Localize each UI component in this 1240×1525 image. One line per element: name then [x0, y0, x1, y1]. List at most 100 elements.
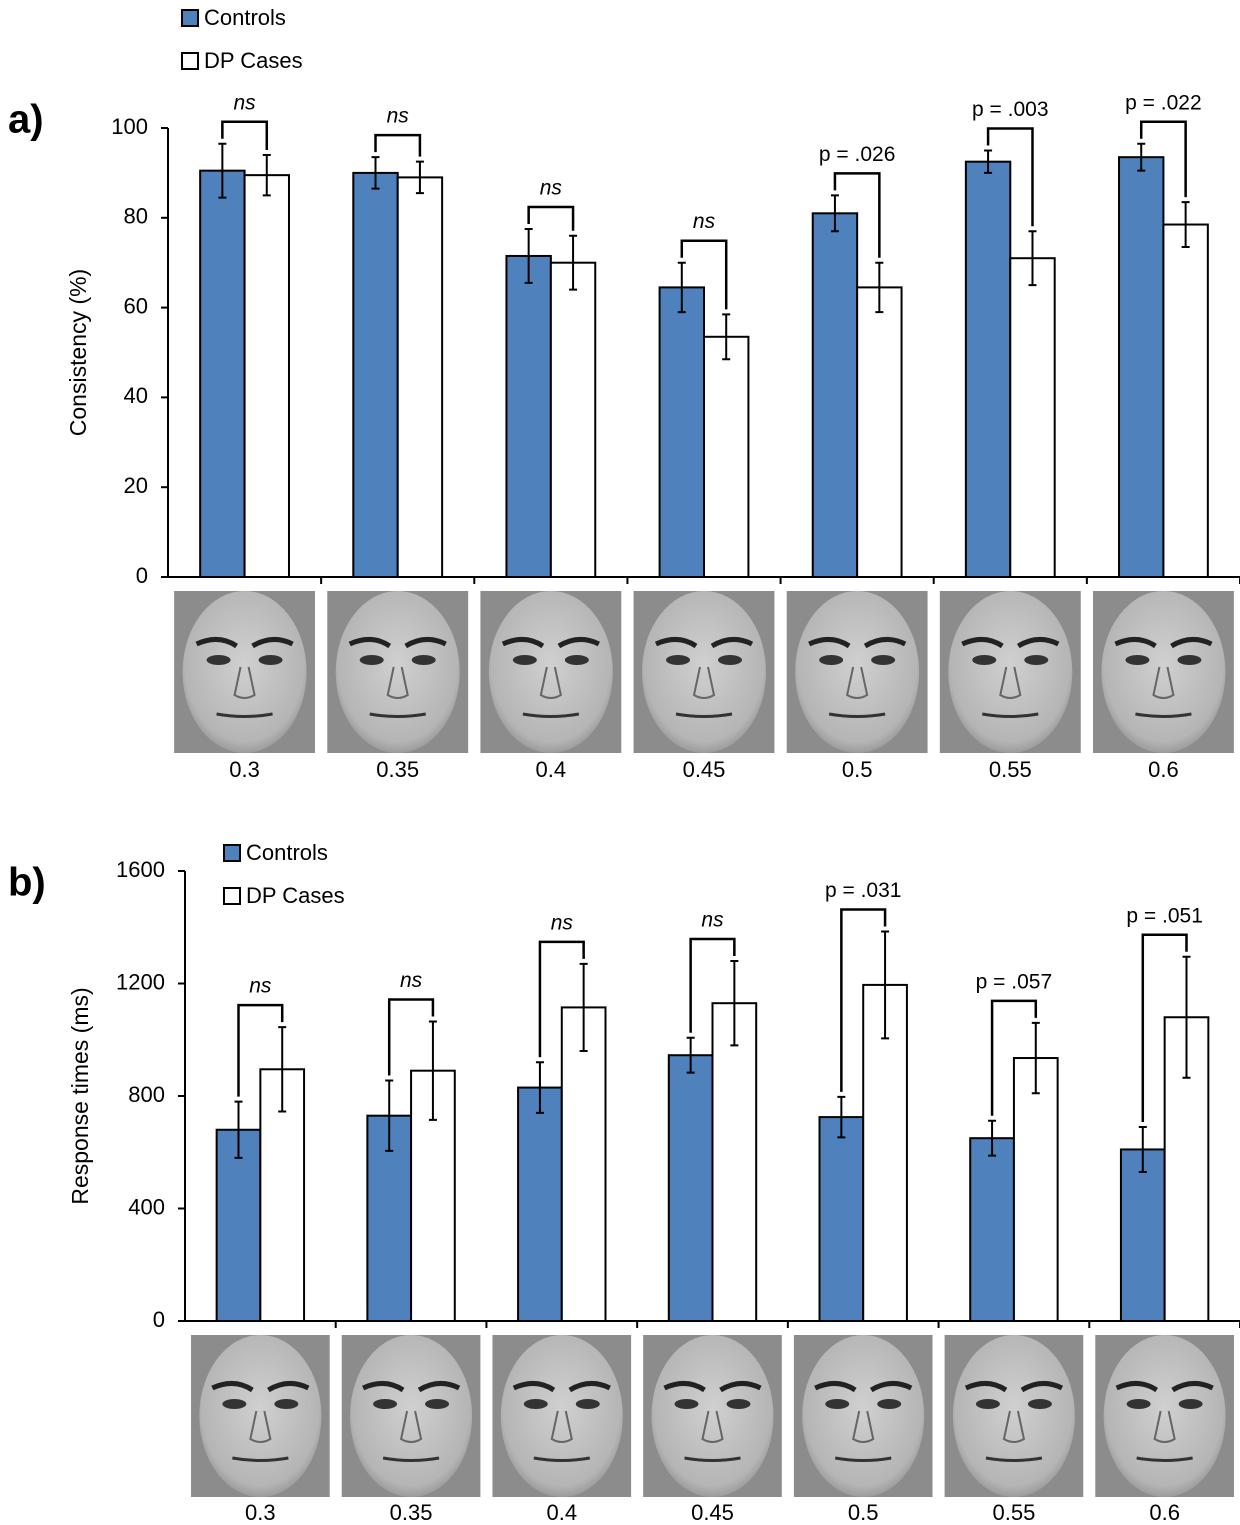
- significance-label: p = .051: [1126, 904, 1202, 927]
- y-tick-label: 40: [124, 383, 148, 408]
- significance-label: ns: [693, 210, 716, 233]
- face-eye: [1024, 655, 1048, 665]
- significance-label: p = .026: [819, 143, 895, 166]
- bar: [200, 171, 244, 577]
- face-image: [945, 1335, 1084, 1497]
- x-tick-label: 0.6: [1149, 1500, 1180, 1525]
- bar: [660, 287, 704, 577]
- legend-swatch: [182, 53, 198, 69]
- legend-swatch: [224, 845, 240, 861]
- panel-label: a): [8, 98, 44, 142]
- face-eye: [360, 655, 384, 665]
- bar: [669, 1055, 713, 1321]
- significance-label: ns: [701, 909, 724, 932]
- face-oval: [336, 591, 460, 753]
- face-oval: [802, 1335, 924, 1497]
- bar: [704, 337, 748, 577]
- face-image: [1093, 591, 1234, 753]
- significance-label: p = .022: [1125, 91, 1201, 114]
- y-tick-label: 1200: [116, 969, 165, 994]
- face-image: [492, 1335, 631, 1497]
- significance-label: ns: [249, 975, 272, 998]
- face-eye: [565, 655, 589, 665]
- face-eye: [976, 1399, 1000, 1409]
- y-tick-label: 60: [124, 293, 148, 318]
- face-eye: [412, 655, 436, 665]
- bar: [1010, 258, 1054, 577]
- y-tick-label: 80: [124, 204, 148, 229]
- face-image: [643, 1335, 782, 1497]
- bar: [1014, 1058, 1058, 1321]
- significance-label: p = .003: [972, 98, 1048, 121]
- bar: [353, 173, 397, 577]
- legend-swatch: [224, 888, 240, 904]
- face-eye: [972, 655, 996, 665]
- face-eye: [666, 655, 690, 665]
- face-eye: [675, 1399, 699, 1409]
- face-eye: [207, 655, 231, 665]
- bar: [820, 1117, 864, 1321]
- bar: [970, 1138, 1014, 1321]
- face-eye: [819, 655, 843, 665]
- face-eye: [871, 655, 895, 665]
- significance-bracket: [529, 207, 573, 231]
- face-oval: [183, 591, 307, 753]
- face-eye: [1125, 655, 1149, 665]
- face-eye: [425, 1399, 449, 1409]
- face-oval: [1101, 591, 1225, 753]
- face-eye: [1177, 655, 1201, 665]
- legend-label: Controls: [204, 5, 286, 30]
- y-axis-title: Consistency (%): [65, 269, 91, 436]
- x-tick-label: 0.4: [536, 757, 567, 782]
- face-eye: [727, 1399, 751, 1409]
- bar: [1119, 157, 1163, 577]
- x-tick-label: 0.35: [390, 1500, 433, 1525]
- face-image: [191, 1335, 330, 1497]
- y-tick-label: 800: [128, 1082, 165, 1107]
- y-tick-label: 0: [153, 1307, 165, 1332]
- significance-label: p = .057: [976, 970, 1052, 993]
- x-tick-label: 0.45: [691, 1500, 734, 1525]
- face-eye: [576, 1399, 600, 1409]
- significance-label: p = .031: [825, 879, 901, 902]
- face-image: [1095, 1335, 1234, 1497]
- face-image: [794, 1335, 933, 1497]
- face-oval: [501, 1335, 623, 1497]
- y-tick-label: 400: [128, 1194, 165, 1219]
- face-oval: [795, 591, 919, 753]
- face-image: [480, 591, 621, 753]
- x-tick-label: 0.3: [245, 1500, 276, 1525]
- significance-label: ns: [233, 91, 256, 114]
- significance-label: ns: [387, 105, 410, 128]
- significance-bracket: [376, 135, 420, 156]
- face-eye: [877, 1399, 901, 1409]
- bar: [966, 162, 1010, 577]
- bar: [1163, 225, 1207, 577]
- face-eye: [222, 1399, 246, 1409]
- face-image: [634, 591, 775, 753]
- legend-label: DP Cases: [246, 883, 345, 908]
- y-tick-label: 100: [111, 114, 148, 139]
- face-eye: [718, 655, 742, 665]
- face-eye: [513, 655, 537, 665]
- bar: [518, 1088, 562, 1321]
- y-tick-label: 20: [124, 473, 148, 498]
- legend-label: DP Cases: [204, 48, 303, 73]
- x-tick-label: 0.3: [229, 757, 260, 782]
- bar: [562, 1007, 606, 1321]
- bar: [245, 175, 289, 577]
- face-oval: [350, 1335, 472, 1497]
- bar: [506, 256, 550, 577]
- x-tick-label: 0.5: [848, 1500, 879, 1525]
- face-eye: [259, 655, 283, 665]
- face-oval: [948, 591, 1072, 753]
- face-eye: [1127, 1399, 1151, 1409]
- significance-label: ns: [540, 177, 563, 200]
- face-eye: [373, 1399, 397, 1409]
- significance-label: ns: [400, 969, 423, 992]
- panel-label: b): [8, 861, 46, 905]
- face-oval: [489, 591, 613, 753]
- face-oval: [953, 1335, 1075, 1497]
- x-tick-label: 0.6: [1148, 757, 1179, 782]
- figure: a) Consistency (%) 0 20 40 60 80 100 0.3 ns 0.35 ns…: [0, 0, 1240, 1525]
